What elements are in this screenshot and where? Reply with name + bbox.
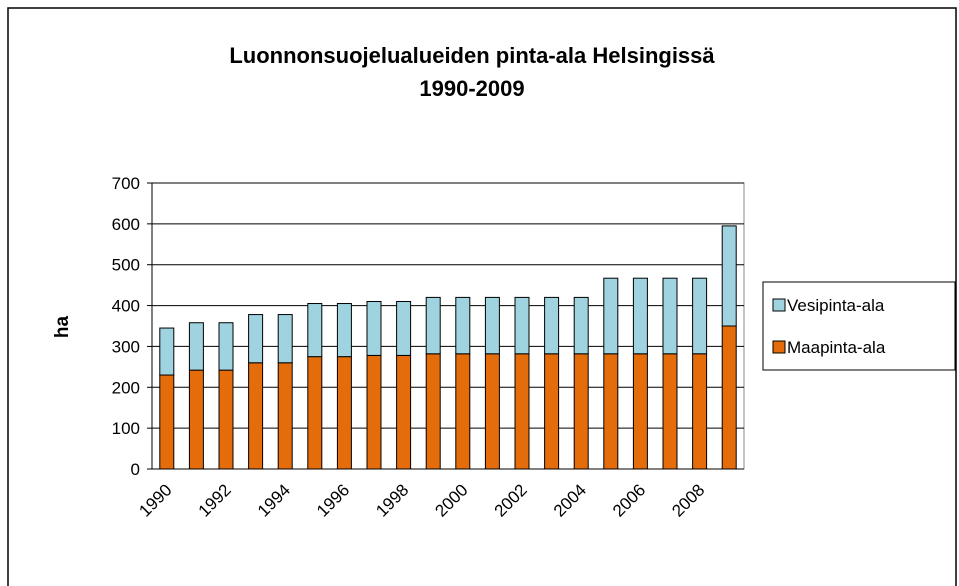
bar-segment: [218, 369, 234, 470]
plot-area: [151, 182, 745, 470]
bar-segment: [692, 277, 708, 355]
bar-segment: [514, 296, 530, 355]
bar-segment: [277, 362, 293, 470]
y-tick-label: 0: [131, 460, 140, 479]
y-tick-label: 700: [112, 174, 140, 193]
bar-segment: [218, 322, 234, 371]
bar-segment: [336, 303, 352, 358]
bar-segment: [662, 353, 678, 470]
y-axis-label: ha: [52, 315, 73, 338]
legend-box: [762, 281, 956, 371]
y-tick-label: 300: [112, 337, 140, 356]
bar-segment: [603, 277, 619, 355]
y-tick-label: 500: [112, 256, 140, 275]
bar-segment: [188, 322, 204, 371]
bar-segment: [455, 353, 471, 470]
y-tick-label: 600: [112, 215, 140, 234]
bar-segment: [514, 353, 530, 470]
bar-segment: [662, 277, 678, 355]
chart-title: Luonnonsuojelualueiden pinta-ala Helsing…: [229, 43, 715, 68]
bar-segment: [721, 325, 737, 470]
legend-label: Vesipinta-ala: [787, 296, 885, 315]
bar-segment: [248, 314, 264, 364]
bar-segment: [277, 314, 293, 364]
bar-segment: [573, 296, 589, 355]
bar-segment: [425, 353, 441, 470]
bar-segment: [307, 303, 323, 358]
chart-title: 1990-2009: [419, 76, 524, 101]
legend-swatch: [772, 340, 786, 354]
bar-segment: [159, 327, 175, 376]
bar-segment: [159, 374, 175, 470]
y-tick-label: 400: [112, 297, 140, 316]
bar-segment: [307, 356, 323, 470]
bar-segment: [248, 362, 264, 470]
legend-swatch: [772, 298, 786, 312]
bar-segment: [484, 353, 500, 470]
bar-segment: [692, 353, 708, 470]
bar-segment: [632, 277, 648, 355]
legend-label: Maapinta-ala: [787, 338, 886, 357]
bar-segment: [366, 354, 382, 470]
bar-segment: [396, 300, 412, 356]
bar-segment: [366, 300, 382, 356]
bar-segment: [336, 356, 352, 470]
bar-segment: [544, 353, 560, 470]
bar-segment: [484, 296, 500, 355]
bar-segment: [632, 353, 648, 470]
bar-segment: [425, 296, 441, 355]
y-tick-label: 100: [112, 419, 140, 438]
bar-segment: [544, 296, 560, 355]
y-tick-label: 200: [112, 378, 140, 397]
bar-segment: [603, 353, 619, 470]
bar-segment: [188, 369, 204, 470]
bar-segment: [721, 225, 737, 327]
bar-segment: [573, 353, 589, 470]
bar-segment: [455, 296, 471, 355]
bar-segment: [396, 354, 412, 470]
